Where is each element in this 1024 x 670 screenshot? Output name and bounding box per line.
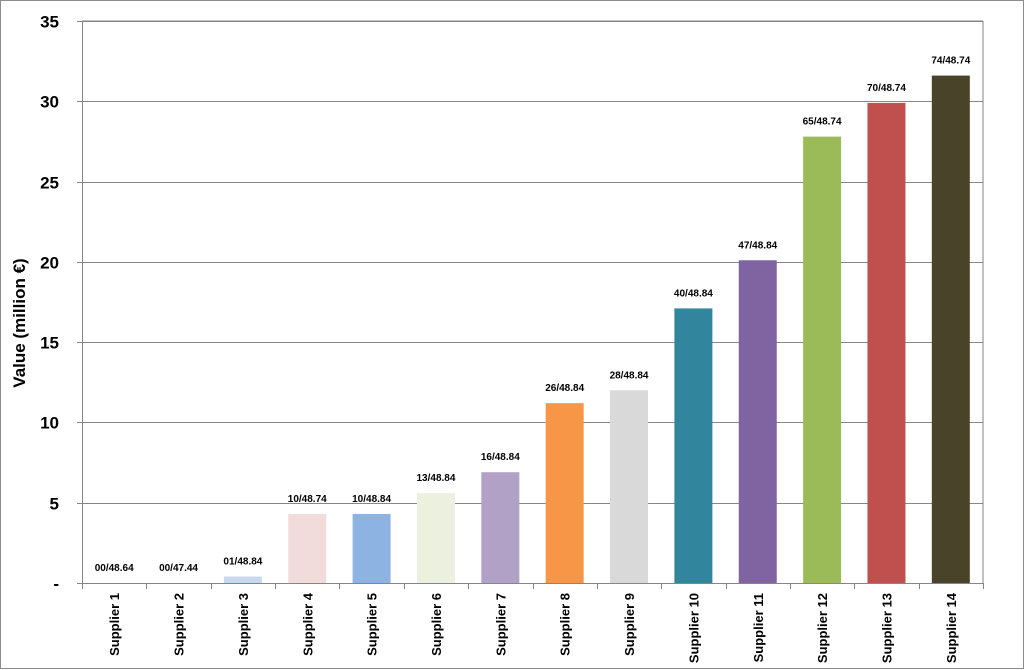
- bar: [288, 513, 327, 583]
- x-tick-label: Supplier 14: [944, 592, 959, 663]
- data-label: 26/48.84: [545, 383, 584, 394]
- bar: [738, 260, 777, 583]
- y-axis-title: Value (million €): [10, 258, 29, 387]
- bar: [803, 136, 842, 583]
- y-tick-label: 25: [40, 174, 59, 193]
- x-tick-label: Supplier 6: [429, 593, 444, 656]
- data-label: 00/47.44: [159, 563, 198, 574]
- x-tick-label: Supplier 1: [107, 593, 122, 656]
- y-tick-label: 30: [40, 93, 59, 112]
- data-label: 13/48.84: [416, 473, 455, 484]
- x-tick-label: Supplier 5: [365, 593, 380, 656]
- bar: [352, 513, 391, 583]
- data-label: 47/48.84: [738, 240, 777, 251]
- x-tick-label: Supplier 4: [300, 592, 315, 656]
- y-tick-label: 20: [40, 254, 59, 273]
- x-tick-label: Supplier 13: [879, 593, 894, 663]
- data-label: 74/48.74: [931, 56, 970, 67]
- data-label: 10/48.74: [288, 494, 327, 505]
- y-tick-label: 5: [50, 495, 59, 514]
- x-tick-label: Supplier 12: [815, 593, 830, 663]
- x-tick-label: Supplier 8: [558, 593, 573, 656]
- data-label: 16/48.84: [481, 452, 520, 463]
- x-tick-label: Supplier 7: [493, 593, 508, 656]
- bar: [867, 102, 906, 584]
- data-label: 01/48.84: [223, 557, 262, 568]
- data-label: 10/48.84: [352, 494, 391, 505]
- data-label: 40/48.84: [674, 288, 713, 299]
- y-tick-label: 10: [40, 414, 59, 433]
- bar: [416, 493, 455, 583]
- x-tick-label: Supplier 10: [686, 593, 701, 663]
- x-tick-label: Supplier 3: [236, 593, 251, 656]
- data-label: 65/48.74: [803, 117, 842, 128]
- bar: [545, 403, 584, 583]
- x-tick-label: Supplier 11: [751, 593, 766, 662]
- bar: [931, 75, 970, 583]
- x-tick-label: Supplier 2: [172, 593, 187, 656]
- data-label: 28/48.84: [610, 370, 649, 381]
- bar: [223, 576, 262, 583]
- bar: [481, 472, 520, 583]
- data-label: 00/48.64: [95, 563, 134, 574]
- bar: [610, 390, 649, 583]
- bar: [674, 308, 713, 583]
- data-label: 70/48.74: [867, 83, 906, 94]
- y-tick-label: 35: [40, 13, 59, 32]
- y-tick-label: 15: [40, 334, 59, 353]
- x-tick-label: Supplier 9: [622, 593, 637, 656]
- y-tick-label: -: [53, 575, 59, 594]
